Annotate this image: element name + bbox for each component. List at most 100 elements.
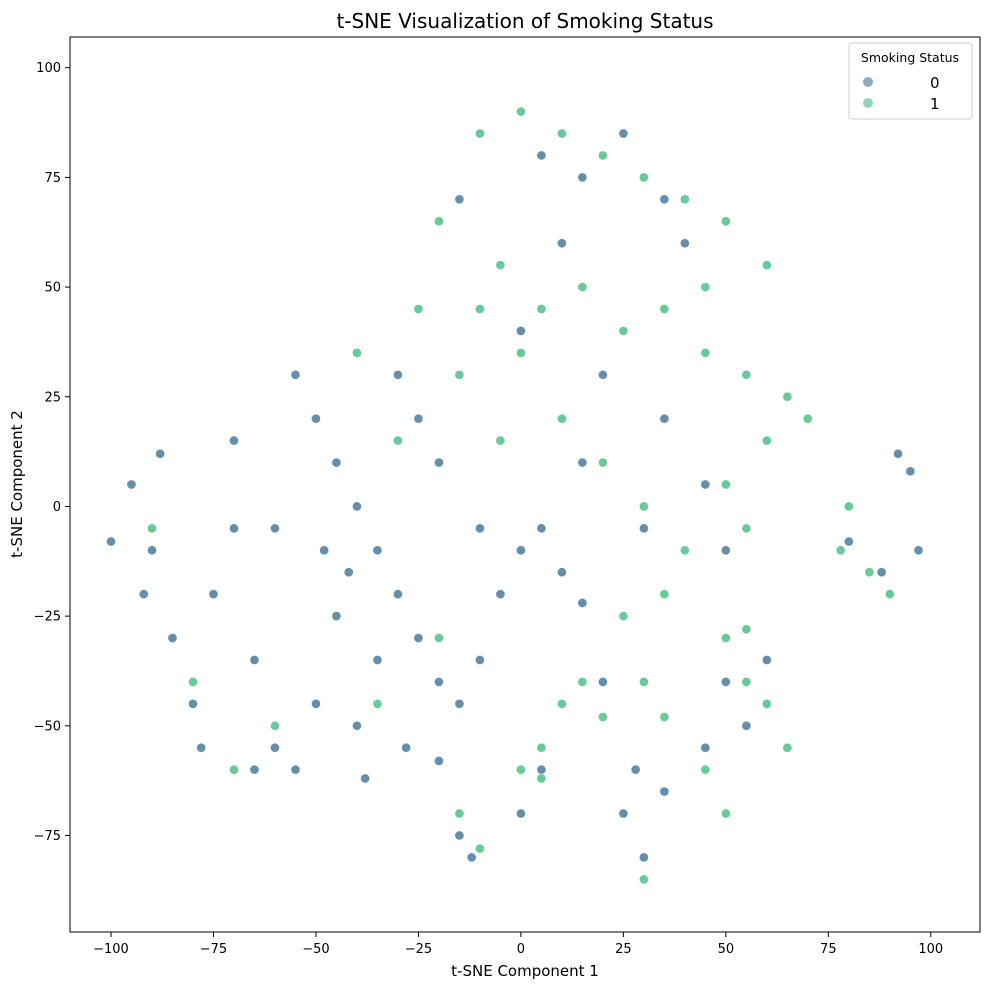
point-series-1-44 <box>536 773 547 784</box>
point-series-0-38 <box>454 194 465 205</box>
point-series-1-20 <box>741 523 752 534</box>
point-series-1-40 <box>577 677 588 687</box>
point-series-1-16 <box>721 479 731 490</box>
point-series-1-24 <box>577 282 588 292</box>
point-series-1-6 <box>721 216 731 227</box>
point-series-0-69 <box>319 545 329 556</box>
legend-marker-0 <box>863 77 873 87</box>
point-series-1-61 <box>454 808 465 819</box>
point-series-1-14 <box>639 501 649 512</box>
y-axis-title: t-SNE Component 2 <box>8 410 26 558</box>
point-series-1-23 <box>536 304 547 314</box>
point-series-1-60 <box>639 874 649 885</box>
x-axis: −100 −75 −50 −25 0 25 50 75 100 <box>93 932 943 957</box>
point-series-0-17 <box>372 545 383 556</box>
point-series-0-24 <box>516 545 526 556</box>
point-series-0-22 <box>475 655 485 665</box>
y-tick-label: 0 <box>53 500 61 515</box>
y-tick-label: −75 <box>34 829 61 844</box>
point-series-1-39 <box>557 699 567 709</box>
point-series-0-62 <box>700 742 711 753</box>
point-series-1-21 <box>659 589 670 599</box>
point-series-0-63 <box>598 677 608 687</box>
point-series-0-37 <box>557 238 567 249</box>
point-series-0-19 <box>413 633 424 643</box>
point-series-0-29 <box>413 413 424 424</box>
point-series-0-40 <box>598 370 608 380</box>
point-series-0-52 <box>639 852 649 863</box>
x-tick-label: −25 <box>405 942 432 957</box>
point-series-0-55 <box>454 830 465 841</box>
point-series-1-43 <box>516 764 526 775</box>
point-series-0-54 <box>630 764 641 775</box>
point-series-1-58 <box>639 677 649 687</box>
point-series-1-15 <box>680 545 690 556</box>
point-series-0-64 <box>106 536 116 547</box>
point-series-1-22 <box>618 611 629 621</box>
point-series-0-34 <box>618 128 629 139</box>
point-series-1-45 <box>844 501 854 512</box>
point-series-1-30 <box>495 435 506 446</box>
point-series-1-12 <box>557 413 567 424</box>
legend-box <box>848 42 973 120</box>
point-series-1-59 <box>659 712 670 722</box>
point-series-0-35 <box>659 194 670 205</box>
y-tick-label: 25 <box>44 390 61 405</box>
x-axis-title: t-SNE Component 1 <box>451 962 599 980</box>
point-series-1-56 <box>434 633 444 643</box>
point-series-1-52 <box>229 764 239 775</box>
point-series-0-68 <box>270 523 280 534</box>
point-series-0-10 <box>331 611 342 621</box>
point-series-0-51 <box>618 808 629 819</box>
legend-marker-1 <box>863 98 873 108</box>
point-series-1-25 <box>618 326 629 336</box>
x-tick-label: 25 <box>615 942 632 957</box>
point-series-0-7 <box>270 742 280 753</box>
point-series-0-21 <box>454 699 465 709</box>
point-series-0-42 <box>700 479 711 490</box>
point-series-0-8 <box>290 764 301 775</box>
point-series-1-42 <box>536 742 547 753</box>
point-series-0-44 <box>639 523 649 534</box>
point-series-0-60 <box>741 720 752 731</box>
point-series-0-72 <box>249 764 260 775</box>
point-series-0-53 <box>659 786 670 797</box>
point-series-0-30 <box>434 457 444 468</box>
point-series-1-53 <box>352 348 362 358</box>
point-series-1-62 <box>475 843 485 854</box>
point-series-1-48 <box>885 589 895 599</box>
legend-label-1: 1 <box>930 95 940 113</box>
point-series-1-47 <box>835 545 846 556</box>
point-series-1-26 <box>659 304 670 314</box>
point-series-1-18 <box>782 391 793 402</box>
point-series-1-38 <box>741 624 752 635</box>
point-series-0-67 <box>229 435 239 446</box>
point-series-0-47 <box>905 466 916 477</box>
point-series-0-41 <box>659 413 670 424</box>
point-series-1-2 <box>557 128 567 139</box>
point-series-0-48 <box>876 567 887 578</box>
point-series-0-13 <box>290 370 301 380</box>
point-series-0-0 <box>126 479 137 490</box>
point-series-1-29 <box>454 370 465 380</box>
point-series-0-46 <box>893 448 903 459</box>
point-series-1-50 <box>188 677 198 687</box>
point-series-1-13 <box>598 457 608 468</box>
point-series-0-61 <box>762 655 772 665</box>
point-series-1-31 <box>700 282 711 292</box>
point-series-0-27 <box>577 598 588 608</box>
point-series-1-35 <box>700 764 711 775</box>
point-series-1-34 <box>762 699 772 709</box>
x-tick-label: −100 <box>93 942 129 957</box>
point-series-1-10 <box>475 304 485 314</box>
point-series-1-3 <box>598 150 608 161</box>
point-series-0-73 <box>196 742 206 753</box>
point-series-0-74 <box>401 742 411 753</box>
point-series-1-0 <box>475 128 485 139</box>
point-series-1-9 <box>495 260 506 270</box>
point-series-0-56 <box>466 852 477 863</box>
point-series-0-26 <box>557 567 567 578</box>
points-layer <box>106 106 924 885</box>
point-series-1-17 <box>762 435 772 446</box>
